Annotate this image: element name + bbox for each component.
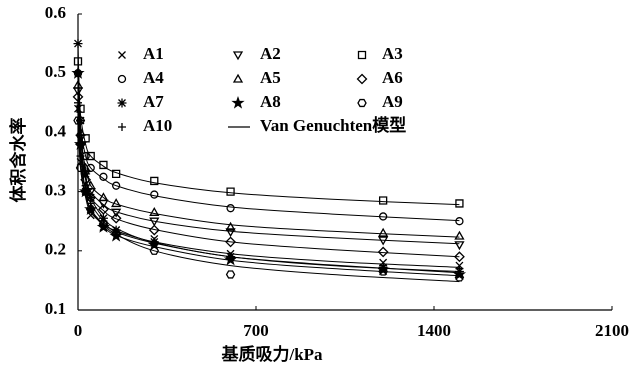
y-tick-label: 0.3 — [45, 181, 66, 200]
marker — [225, 221, 236, 231]
marker — [72, 79, 84, 89]
marker — [225, 270, 236, 279]
marker — [111, 181, 121, 190]
marker — [454, 273, 465, 282]
marker — [76, 152, 85, 161]
legend-label: A4 — [143, 68, 164, 87]
marker — [378, 236, 389, 246]
marker — [74, 104, 82, 113]
marker — [148, 224, 160, 236]
marker — [378, 227, 389, 237]
marker — [149, 246, 160, 255]
marker — [71, 66, 85, 79]
legend-label: A6 — [382, 68, 403, 87]
legend-label: A10 — [143, 116, 172, 135]
legend-label: A7 — [143, 92, 164, 111]
marker — [81, 134, 90, 143]
fit-line — [77, 90, 460, 245]
marker — [75, 163, 86, 173]
y-tick-label: 0.1 — [45, 299, 66, 318]
marker — [378, 212, 388, 221]
marker — [111, 198, 122, 208]
marker — [80, 187, 91, 196]
legend-label: A5 — [260, 68, 281, 87]
marker — [454, 241, 465, 251]
marker — [81, 181, 90, 190]
x-tick-label: 2100 — [595, 321, 629, 340]
y-axis-label: 体积含水率 — [8, 118, 28, 203]
marker — [455, 217, 464, 226]
legend-marker — [357, 98, 367, 108]
marker — [111, 208, 122, 218]
x-tick-label: 700 — [243, 321, 269, 340]
marker — [73, 116, 83, 125]
legend-marker — [232, 73, 244, 83]
marker — [75, 127, 86, 137]
marker — [455, 199, 464, 208]
marker — [226, 204, 235, 213]
y-tick-label: 0.4 — [45, 121, 67, 140]
marker — [73, 57, 83, 66]
marker — [74, 98, 82, 107]
legend-label: Van Genuchten模型 — [260, 115, 406, 135]
legend-label: A8 — [260, 92, 281, 111]
marker — [378, 267, 388, 276]
marker — [112, 229, 121, 238]
marker — [225, 236, 236, 248]
marker — [86, 151, 95, 161]
legend-marker — [118, 123, 126, 131]
marker — [86, 193, 96, 203]
legend-label: A2 — [260, 44, 281, 63]
marker — [73, 39, 83, 49]
x-tick-label: 0 — [74, 321, 83, 340]
marker — [76, 116, 86, 126]
y-tick-label: 0.6 — [45, 3, 66, 22]
y-tick-label: 0.2 — [45, 240, 66, 259]
marker — [226, 187, 235, 196]
marker — [73, 137, 88, 150]
legend-marker — [117, 98, 127, 108]
marker — [454, 251, 465, 263]
legend-marker — [357, 50, 367, 60]
marker — [99, 217, 108, 226]
legend-marker — [232, 51, 244, 61]
legend-marker — [231, 96, 245, 109]
marker — [150, 237, 159, 246]
marker — [378, 196, 388, 205]
marker — [81, 151, 90, 161]
marker — [149, 217, 160, 227]
marker — [150, 176, 159, 186]
marker — [110, 212, 122, 224]
x-tick-label: 1400 — [417, 321, 451, 340]
legend-marker — [118, 51, 126, 59]
marker — [76, 104, 85, 113]
marker — [150, 190, 159, 199]
marker — [98, 192, 109, 202]
legend-label: A9 — [382, 92, 403, 111]
marker — [99, 160, 108, 170]
marker — [85, 205, 96, 214]
x-axis-label: 基质吸力/kPa — [220, 344, 323, 364]
marker — [455, 264, 464, 273]
legend-label: A3 — [382, 44, 403, 63]
marker — [454, 230, 465, 240]
marker — [226, 252, 235, 261]
marker — [81, 169, 91, 179]
legend-marker — [117, 74, 127, 84]
marker — [111, 169, 121, 178]
legend-marker — [356, 73, 368, 85]
marker — [377, 246, 389, 258]
marker — [86, 199, 95, 208]
marker — [225, 228, 236, 238]
marker — [379, 261, 388, 270]
marker — [149, 207, 160, 216]
y-tick-label: 0.5 — [45, 62, 66, 81]
legend-label: A1 — [143, 44, 164, 63]
marker — [99, 172, 108, 181]
